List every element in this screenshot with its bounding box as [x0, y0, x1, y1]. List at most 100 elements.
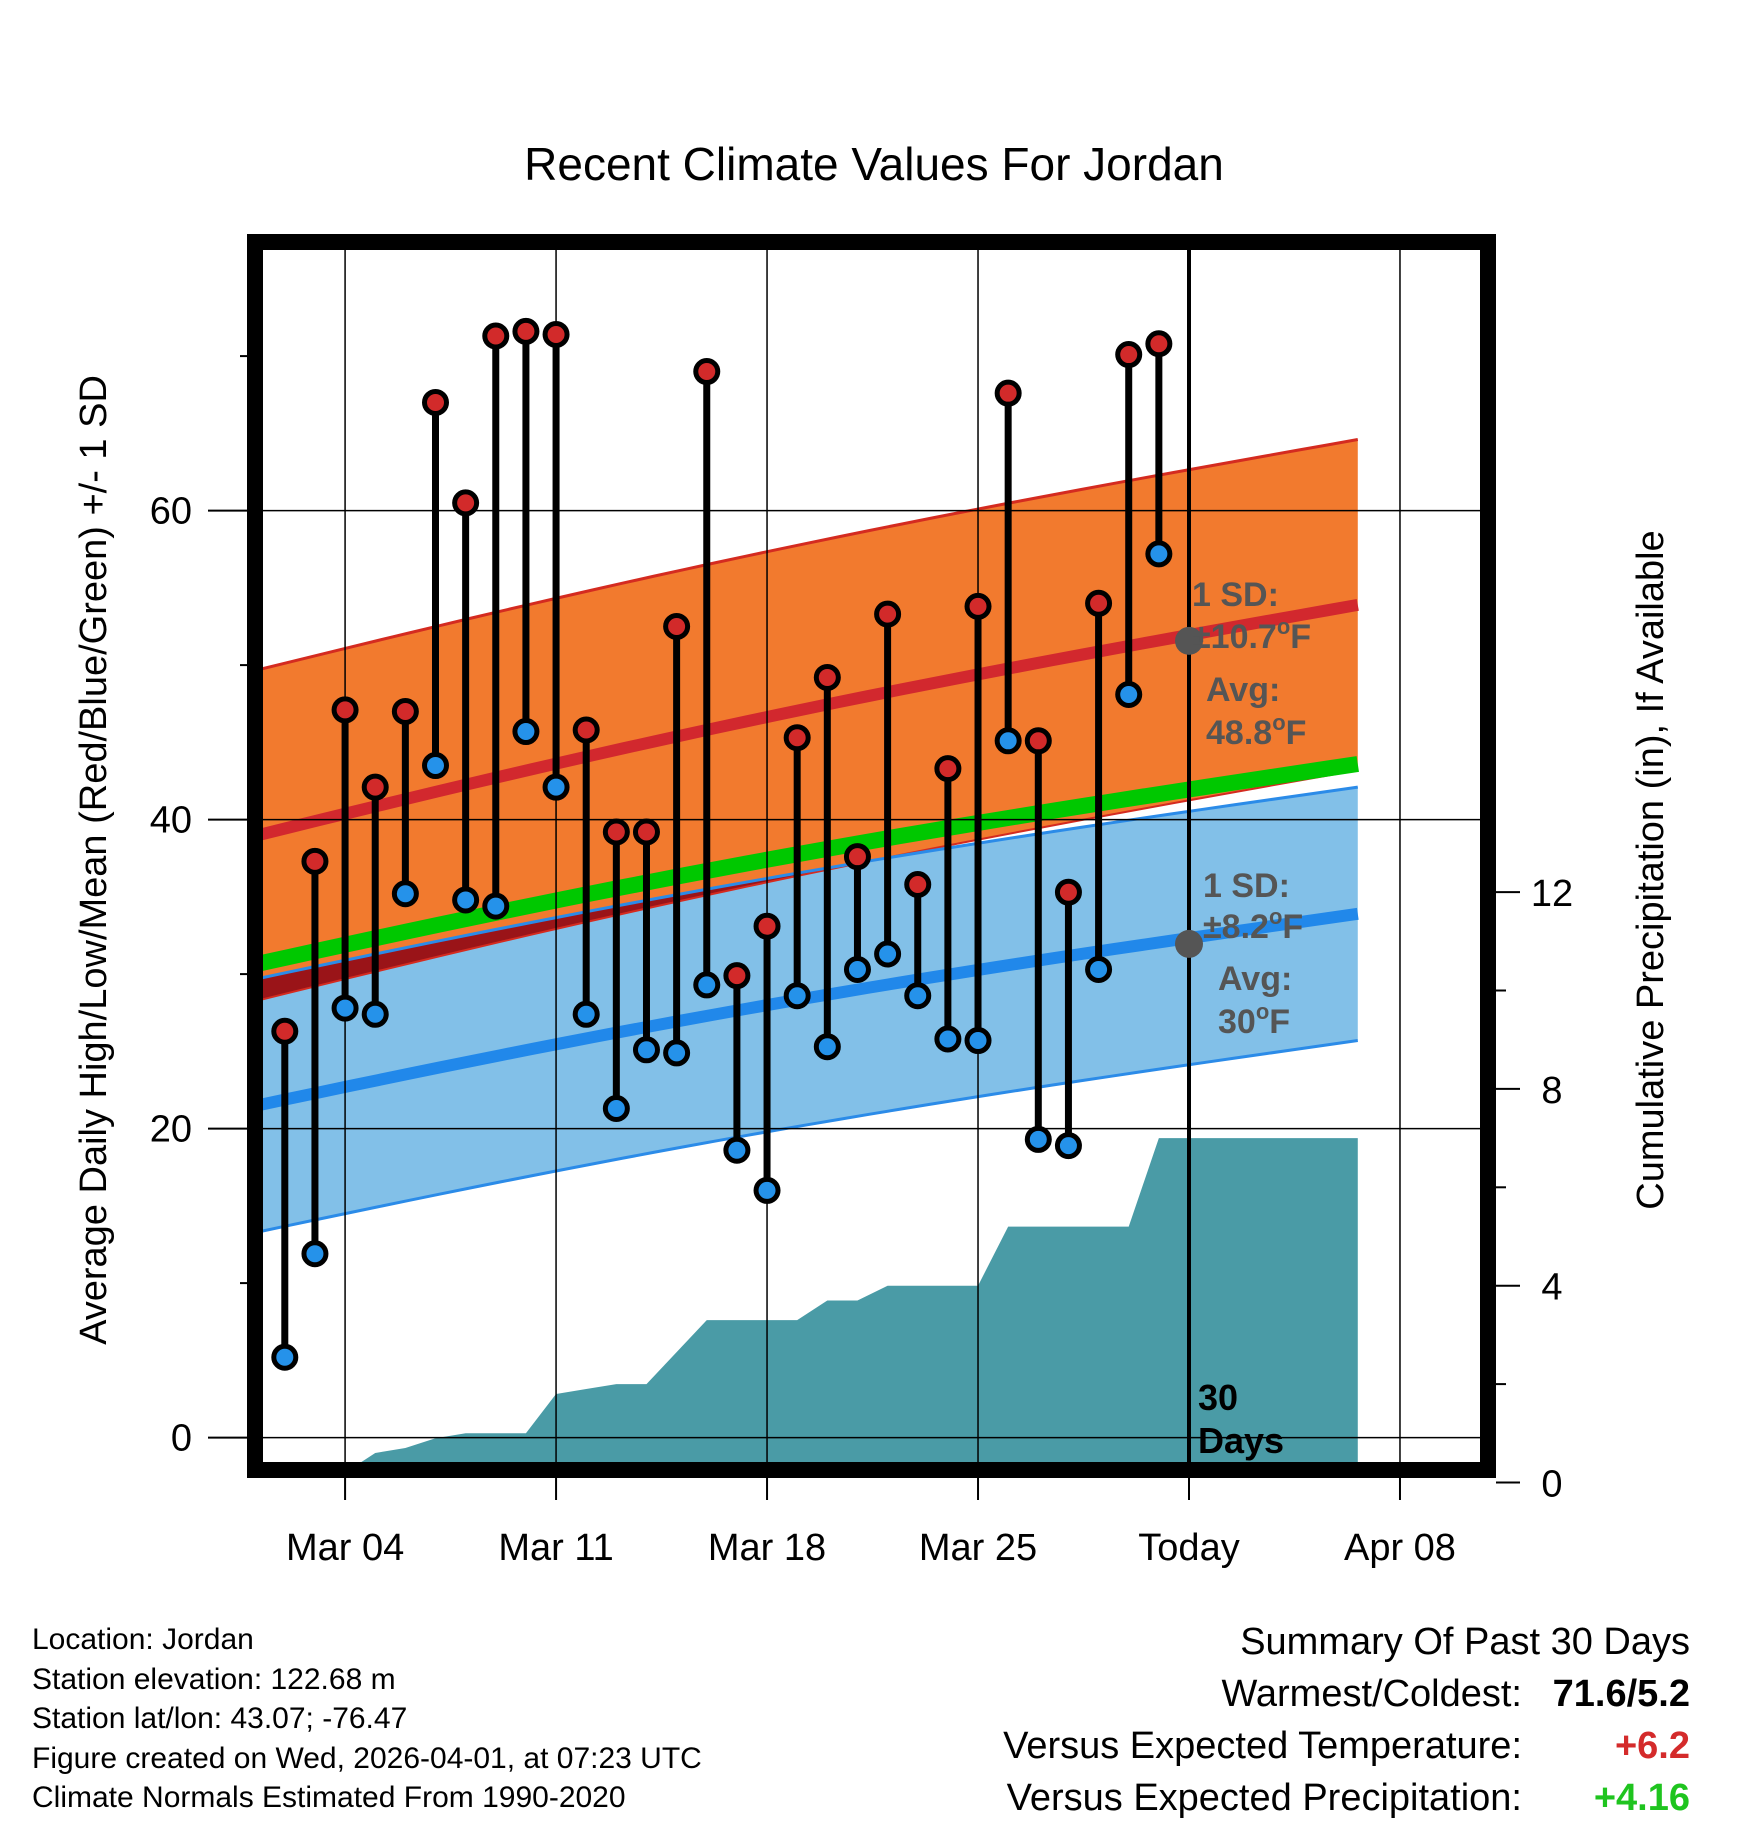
low-sd-lower-line — [260, 1039, 1358, 1234]
daily-high-point — [482, 322, 510, 350]
x-tick-label: Mar 18 — [708, 1527, 826, 1569]
daily-high-point — [452, 489, 480, 517]
right-tick-label: 0 — [1541, 1464, 1562, 1506]
normals-text: Climate Normals Estimated From 1990-2020 — [32, 1781, 626, 1814]
left-tick-label: 40 — [150, 800, 192, 842]
daily-high-point — [632, 818, 660, 846]
daily-low-point — [934, 1025, 962, 1053]
daily-low-point — [994, 727, 1022, 755]
daily-low-point — [542, 773, 570, 801]
precipitation-area — [356, 1138, 1358, 1465]
summary-title: Summary Of Past 30 Days — [1240, 1621, 1690, 1663]
high-sd-value: ±10.7oF — [1192, 614, 1311, 656]
high-avg-marker — [1175, 626, 1203, 655]
daily-low-point — [572, 1000, 600, 1028]
daily-high-point — [813, 663, 841, 691]
x-tick-label: Apr 08 — [1344, 1527, 1456, 1569]
warmest-row: Warmest/Coldest: 71.6/5.2 — [1003, 1668, 1690, 1720]
daily-high-point — [904, 870, 932, 898]
daily-low-point — [271, 1343, 299, 1371]
precip-value: +4.16 — [1593, 1777, 1690, 1819]
daily-high-point — [301, 847, 329, 875]
temp-value: +6.2 — [1614, 1725, 1690, 1767]
daily-low-point — [843, 955, 871, 983]
precip-label: Versus Expected Precipitation: — [1006, 1777, 1522, 1819]
daily-low-point — [813, 1033, 841, 1061]
summary-panel: Summary Of Past 30 Days Warmest/Coldest:… — [1003, 1616, 1690, 1824]
daily-low-point — [391, 880, 419, 908]
created-text: Figure created on Wed, 2026-04-01, at 07… — [32, 1741, 702, 1775]
daily-low-point — [512, 718, 540, 746]
daily-low-point — [723, 1136, 751, 1164]
daily-low-point — [361, 1000, 389, 1028]
daily-high-point — [1054, 878, 1082, 906]
days-count-label: 30 — [1198, 1377, 1238, 1418]
daily-high-point — [602, 818, 630, 846]
low-sd-value: ±8.2oF — [1203, 904, 1303, 946]
daily-high-point — [994, 379, 1022, 407]
low-sd-upper-line — [260, 785, 1358, 980]
left-axis-label: Average Daily High/Low/Mean (Red/Blue/Gr… — [73, 375, 115, 1345]
daily-high-point — [361, 773, 389, 801]
daily-high-point — [723, 962, 751, 990]
low-avg-label: Avg: — [1218, 960, 1292, 998]
daily-low-point — [422, 752, 449, 780]
daily-high-point — [1145, 330, 1173, 358]
daily-low-point — [1085, 955, 1113, 983]
daily-high-point — [663, 612, 691, 640]
daily-high-point — [874, 600, 902, 628]
daily-high-point — [331, 696, 359, 724]
daily-high-point — [1024, 727, 1052, 755]
precip-row: Versus Expected Precipitation: +4.16 — [1003, 1772, 1690, 1824]
daily-low-point — [753, 1176, 781, 1204]
daily-low-point — [874, 940, 902, 968]
chart-title: Recent Climate Values For Jordan — [524, 138, 1224, 190]
daily-low-point — [482, 892, 510, 920]
right-tick-label: 12 — [1531, 873, 1573, 915]
warmest-value: 71.6/5.2 — [1552, 1673, 1690, 1715]
daily-high-point — [572, 716, 600, 744]
x-tick-label: Today — [1138, 1527, 1239, 1569]
daily-high-point — [1085, 589, 1113, 617]
high-avg-value: 48.8oF — [1206, 710, 1306, 752]
daily-high-point — [964, 592, 992, 620]
latlon-text: Station lat/lon: 43.07; -76.47 — [32, 1702, 408, 1735]
daily-high-point — [934, 755, 962, 783]
left-tick-label: 60 — [150, 491, 192, 533]
daily-low-point — [1024, 1125, 1052, 1153]
low-sd-band — [260, 787, 1358, 1232]
temp-label: Versus Expected Temperature: — [1003, 1725, 1522, 1767]
daily-low-point — [904, 982, 932, 1010]
daily-low-point — [1115, 680, 1143, 708]
low-normal-line — [260, 907, 1359, 1111]
daily-high-point — [1115, 341, 1143, 369]
right-tick-label: 4 — [1541, 1267, 1562, 1309]
daily-high-point — [271, 1017, 299, 1045]
elevation-text: Station elevation: 122.68 m — [32, 1662, 396, 1696]
daily-low-point — [301, 1240, 329, 1268]
left-tick-label: 0 — [171, 1418, 192, 1460]
high-sd-label: 1 SD: — [1192, 576, 1279, 614]
daily-high-point — [753, 912, 781, 940]
high-sd-band — [260, 439, 1358, 1000]
temp-row: Versus Expected Temperature: +6.2 — [1003, 1720, 1690, 1772]
high-sd-upper-line — [260, 438, 1359, 671]
x-axis-label: Day — [840, 1605, 908, 1610]
right-axis-label: Cumulative Precipitation (in), If Availa… — [1630, 530, 1672, 1209]
daily-low-point — [693, 971, 721, 999]
plot-frame — [247, 234, 1496, 1478]
daily-low-point — [331, 994, 359, 1022]
high-sd-lower-line — [260, 769, 1358, 1002]
daily-high-point — [542, 320, 570, 348]
location-text: Location: Jordan — [32, 1623, 254, 1656]
right-tick-label: 8 — [1541, 1070, 1562, 1112]
daily-high-point — [422, 388, 449, 416]
daily-high-point — [843, 843, 871, 871]
high-avg-label: Avg: — [1206, 671, 1280, 709]
x-tick-label: Mar 25 — [919, 1527, 1037, 1569]
low-avg-value: 30oF — [1218, 999, 1290, 1041]
daily-low-point — [663, 1039, 691, 1067]
daily-low-point — [1145, 540, 1173, 568]
mean-normal-line — [260, 756, 1359, 972]
